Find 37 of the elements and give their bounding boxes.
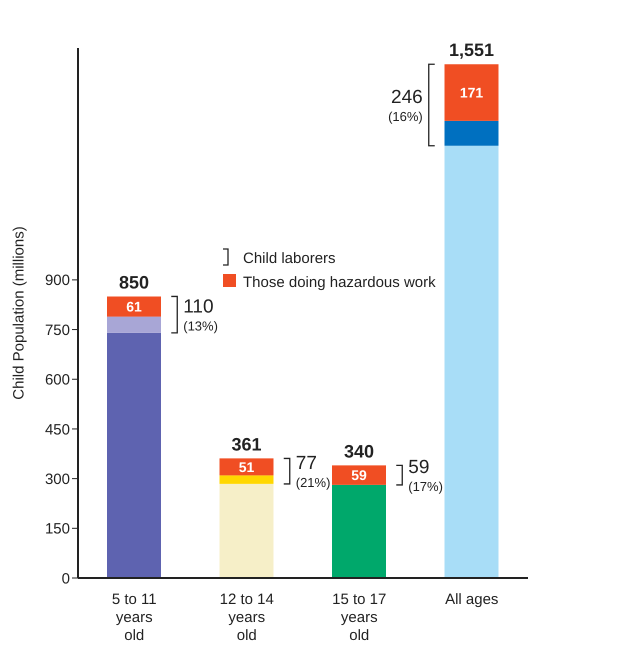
bar bbox=[220, 475, 274, 484]
total-label: 340 bbox=[344, 441, 374, 462]
data-label: 61 bbox=[126, 298, 142, 315]
data-label: 59 bbox=[351, 467, 367, 484]
bar bbox=[220, 458, 274, 476]
annotation: 246 (16%) bbox=[388, 86, 423, 124]
bar bbox=[107, 316, 161, 333]
bar bbox=[107, 296, 161, 317]
y-tick-label: 0 bbox=[62, 570, 70, 588]
y-axis-title: Child Population (millions) bbox=[10, 226, 28, 400]
y-tick-label: 150 bbox=[44, 520, 70, 538]
annotation: Child laborers bbox=[243, 250, 336, 267]
x-tick-label: 15 to 17 years old bbox=[332, 591, 386, 644]
total-label: 850 bbox=[118, 272, 150, 292]
y-tick-label: 750 bbox=[44, 322, 70, 339]
annotation: 110 (13%) bbox=[183, 296, 218, 334]
bar bbox=[444, 120, 498, 146]
y-tick-label: 300 bbox=[44, 470, 70, 488]
bar bbox=[332, 465, 386, 485]
legend-label: Those doing hazardous work bbox=[243, 274, 436, 291]
x-tick-label: 5 to 11 years old bbox=[112, 591, 157, 644]
bar bbox=[444, 64, 498, 121]
x-tick-label: 12 to 14 years old bbox=[220, 591, 274, 644]
annotation: 77 (21%) bbox=[296, 453, 330, 490]
data-label: 171 bbox=[460, 84, 484, 101]
bar bbox=[107, 332, 161, 578]
y-tick-label: 600 bbox=[44, 372, 70, 389]
annotation: 59 (17%) bbox=[408, 457, 443, 494]
bar bbox=[220, 484, 274, 578]
total-label: 361 bbox=[231, 434, 262, 454]
y-tick-label: 900 bbox=[44, 272, 70, 290]
bar bbox=[332, 484, 386, 578]
y-tick-label: 450 bbox=[44, 421, 70, 438]
data-label: 51 bbox=[238, 458, 254, 475]
x-tick-label: All ages bbox=[445, 591, 498, 608]
total-label: 1,551 bbox=[448, 40, 494, 60]
bar bbox=[444, 146, 498, 578]
